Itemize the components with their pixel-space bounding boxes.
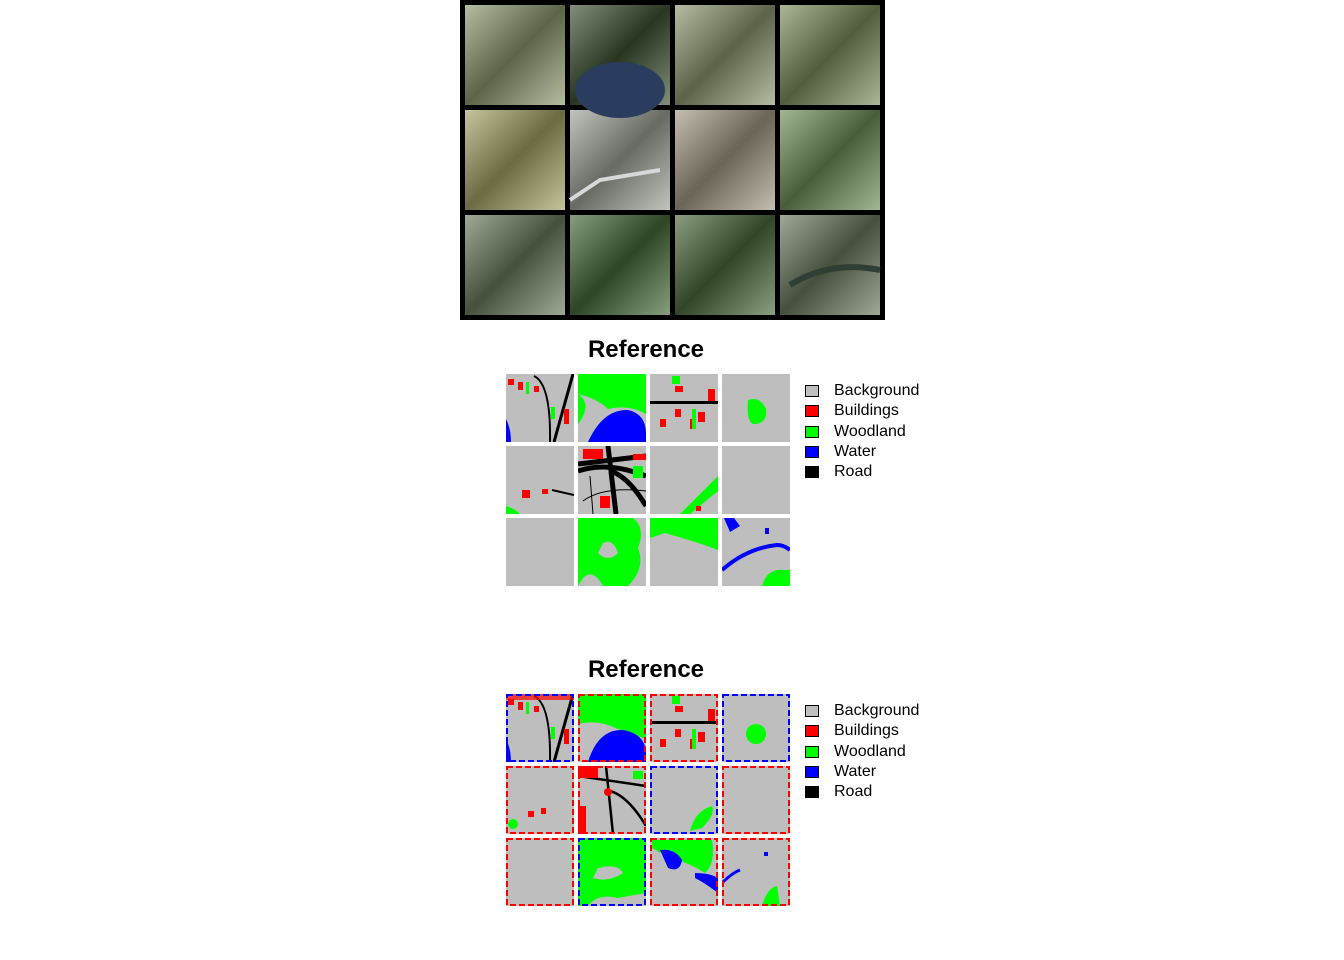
legend-swatch (805, 405, 819, 418)
mask-tile (650, 374, 718, 442)
legend-label: Road (834, 463, 873, 481)
legend-label: Water (834, 763, 877, 781)
mask-tile (506, 766, 574, 834)
mask-tile (578, 446, 646, 514)
legend-label: Background (834, 382, 920, 400)
legend-label: Woodland (834, 422, 906, 440)
panel-title-1: Reference (587, 336, 705, 363)
legend-item-water: Water (805, 762, 919, 782)
legend-item-background: Background (805, 701, 919, 721)
mask-tile (578, 766, 646, 834)
legend-item-woodland: Woodland (805, 422, 919, 442)
legend-item-background: Background (805, 381, 919, 401)
mask-tile (650, 838, 718, 906)
reference-mask-grid (506, 374, 790, 586)
mask-tile (650, 766, 718, 834)
legend-item-buildings: Buildings (805, 401, 919, 421)
legend-item-road: Road (805, 462, 919, 482)
legend-label: Woodland (834, 742, 906, 760)
legend-swatch (805, 425, 819, 438)
legend-item-buildings: Buildings (805, 721, 919, 741)
mask-tile (578, 694, 646, 762)
legend-swatch (805, 446, 819, 459)
mask-tile (578, 838, 646, 906)
aerial-tile (675, 5, 775, 105)
mask-tile (578, 518, 646, 586)
legend-swatch (805, 466, 819, 479)
legend-swatch (805, 766, 819, 779)
mask-tile (722, 374, 790, 442)
mask-tile (506, 374, 574, 442)
aerial-tile (780, 5, 880, 105)
aerial-tile (465, 110, 565, 210)
mask-tile (506, 518, 574, 586)
legend-item-woodland: Woodland (805, 742, 919, 762)
legend-swatch (805, 745, 819, 758)
prediction-mask-grid (506, 694, 790, 906)
legend-label: Road (834, 783, 873, 801)
mask-tile (578, 374, 646, 442)
legend-1: Background Buildings Woodland Water Road (805, 381, 919, 482)
legend-label: Water (834, 443, 877, 461)
lake-shape (575, 62, 665, 118)
mask-tile (506, 446, 574, 514)
mask-tile (722, 766, 790, 834)
legend-label: Buildings (834, 402, 899, 420)
aerial-tile (675, 110, 775, 210)
aerial-tile (465, 215, 565, 315)
mask-tile (650, 518, 718, 586)
mask-tile (722, 694, 790, 762)
legend-swatch (805, 725, 819, 738)
legend-2: Background Buildings Woodland Water Road (805, 701, 919, 802)
aerial-image-tiles (465, 5, 881, 315)
legend-swatch (805, 385, 819, 398)
aerial-tile (570, 215, 670, 315)
aerial-tile (465, 5, 565, 105)
mask-tile (506, 838, 574, 906)
mask-tile (722, 446, 790, 514)
mask-tile (506, 694, 574, 762)
legend-label: Buildings (834, 722, 899, 740)
aerial-tile (780, 215, 880, 315)
legend-swatch (805, 705, 819, 718)
aerial-tile (570, 110, 670, 210)
mask-tile (650, 446, 718, 514)
mask-tile (722, 518, 790, 586)
legend-item-water: Water (805, 442, 919, 462)
legend-label: Background (834, 702, 920, 720)
panel-title-2: Reference (587, 656, 705, 683)
legend-swatch (805, 786, 819, 799)
mask-tile (722, 838, 790, 906)
aerial-tile (780, 110, 880, 210)
aerial-image-grid (460, 0, 885, 320)
mask-tile (650, 694, 718, 762)
aerial-tile (675, 215, 775, 315)
legend-item-road: Road (805, 782, 919, 802)
